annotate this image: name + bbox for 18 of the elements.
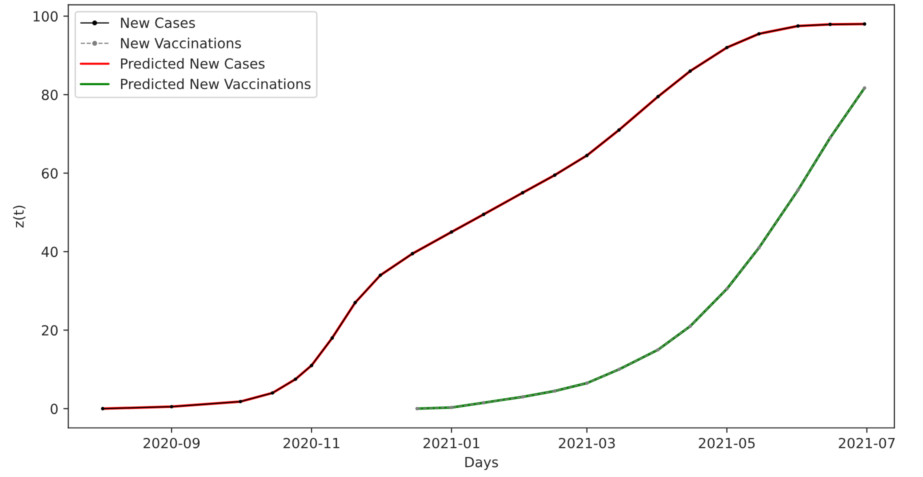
y-tick-label: 80 bbox=[42, 90, 58, 100]
y-tick-label: 60 bbox=[42, 168, 58, 179]
legend-label: Predicted New Cases bbox=[121, 58, 265, 69]
y-tick-label: 20 bbox=[42, 325, 58, 336]
x-tick-label: 2021-01 bbox=[424, 438, 480, 448]
y-tick-label: 100 bbox=[34, 11, 58, 22]
x-tick-label: 2020-11 bbox=[284, 438, 340, 448]
x-tick-label: 2021-05 bbox=[698, 438, 755, 448]
x-tick-label: 2021-07 bbox=[838, 438, 895, 448]
y-tick-label: 40 bbox=[42, 246, 58, 258]
x-axis-title: Days bbox=[465, 457, 498, 470]
legend-label: Predicted New Vaccinations bbox=[121, 78, 311, 90]
legend-label: New Vaccinations bbox=[121, 38, 241, 48]
x-tick-label: 2020-09 bbox=[144, 438, 200, 448]
x-tick-label: 2021-03 bbox=[558, 438, 615, 448]
y-tick-label: 0 bbox=[50, 404, 58, 414]
y-axis-title: z(t) bbox=[13, 206, 26, 228]
legend-label: New Cases bbox=[121, 18, 195, 28]
